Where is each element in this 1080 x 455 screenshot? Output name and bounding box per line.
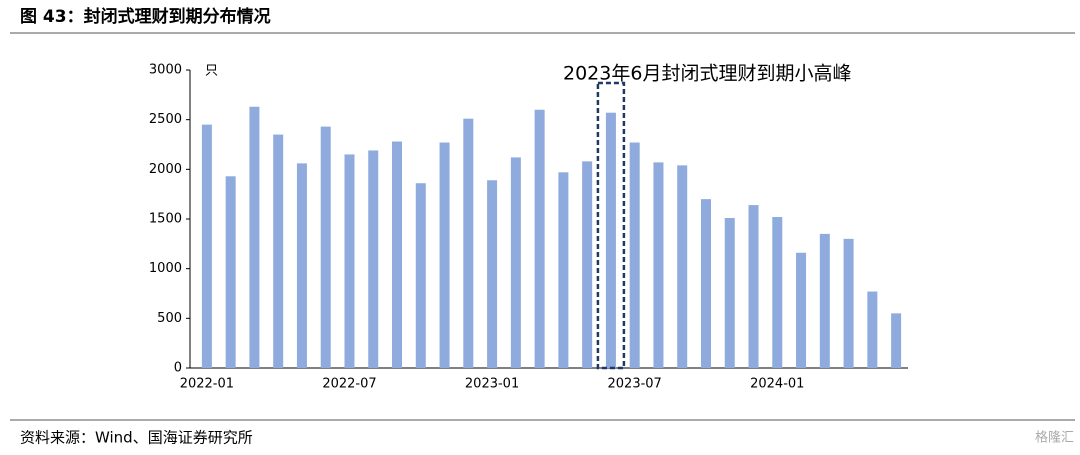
bar (368, 150, 379, 368)
bar (724, 218, 735, 368)
y-tick-label: 2000 (149, 162, 182, 177)
bar (891, 313, 902, 368)
watermark: 格隆汇 (1035, 430, 1074, 446)
bar (796, 252, 807, 368)
bar (772, 217, 783, 368)
annotation: 2023年6月封闭式理财到期小高峰 (563, 63, 851, 85)
bar (510, 157, 521, 368)
bar (487, 180, 498, 368)
bar (273, 134, 284, 368)
bar (819, 233, 830, 368)
bar (677, 165, 688, 368)
bar (629, 142, 640, 368)
bar (296, 163, 307, 368)
bar (320, 126, 331, 369)
x-tick-label: 2022-07 (322, 377, 376, 392)
bar (439, 142, 450, 368)
highlight-box (596, 81, 626, 370)
bar (653, 162, 664, 368)
bar (534, 109, 545, 368)
source: 资料来源：Wind、国海证券研究所 (20, 429, 253, 447)
bar (415, 183, 426, 368)
bar (463, 118, 474, 368)
bar (249, 106, 260, 369)
y-tick-label: 2500 (149, 112, 182, 127)
x-tick-label: 2023-01 (465, 377, 519, 392)
x-tick-label: 2023-07 (608, 377, 662, 392)
bar (605, 112, 616, 368)
y-tick-label: 0 (174, 361, 182, 376)
bar (843, 238, 854, 368)
x-tick-label: 2024-01 (750, 377, 804, 392)
bar (558, 172, 569, 368)
bar (582, 161, 593, 368)
x-tick-label: 2022-01 (180, 377, 234, 392)
page-title: 图 43：封闭式理财到期分布情况 (20, 6, 271, 27)
bar (748, 205, 759, 368)
bar (225, 176, 236, 368)
y-tick-label: 1000 (149, 261, 182, 276)
bar (344, 154, 355, 368)
bar (392, 141, 403, 368)
y-tick-label: 1500 (149, 212, 182, 227)
bar (867, 291, 878, 368)
bar (700, 199, 711, 368)
bar (201, 124, 212, 368)
y-unit: 只 (205, 64, 218, 79)
y-tick-label: 3000 (149, 63, 182, 78)
y-tick-label: 500 (157, 311, 182, 326)
